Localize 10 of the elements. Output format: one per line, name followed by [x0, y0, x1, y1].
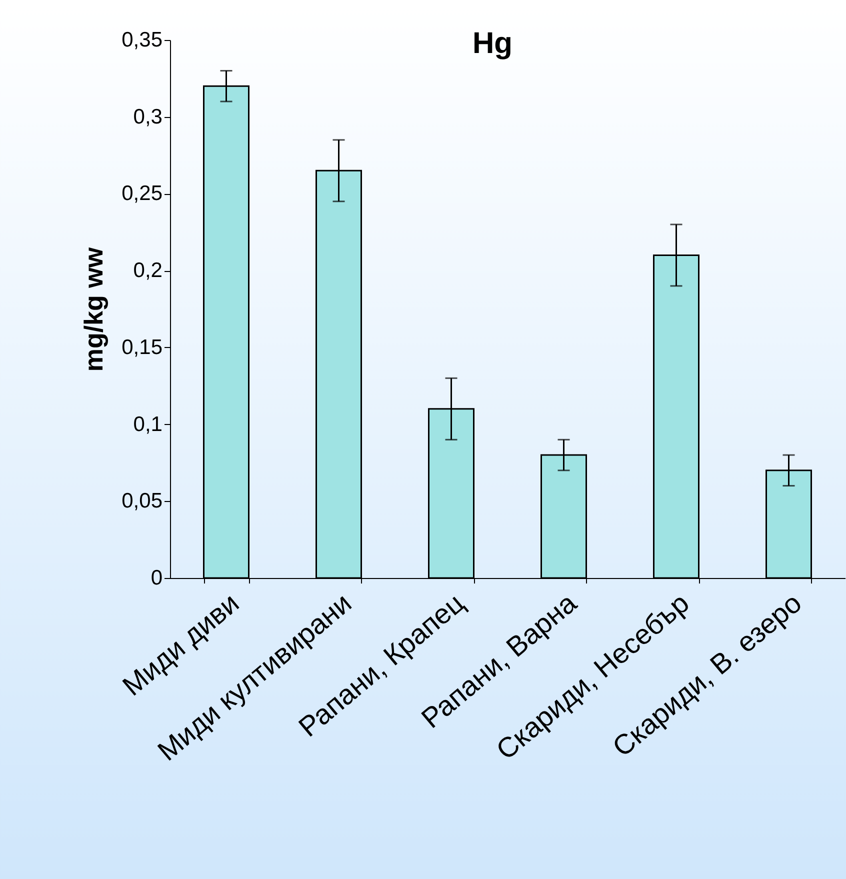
y-tick-label: 0,2 — [133, 259, 162, 282]
y-tick-label: 0,15 — [122, 336, 162, 359]
chart-title: Hg — [472, 27, 512, 60]
y-tick-label: 0,1 — [133, 412, 162, 436]
y-tick-label: 0 — [150, 566, 162, 590]
y-tick-label: 0,35 — [122, 28, 162, 52]
y-tick-label: 0,25 — [122, 182, 162, 206]
y-axis-title: mg/kg ww — [78, 246, 109, 372]
y-tick-label: 0,3 — [133, 105, 162, 128]
y-tick-label: 0,05 — [122, 490, 162, 513]
